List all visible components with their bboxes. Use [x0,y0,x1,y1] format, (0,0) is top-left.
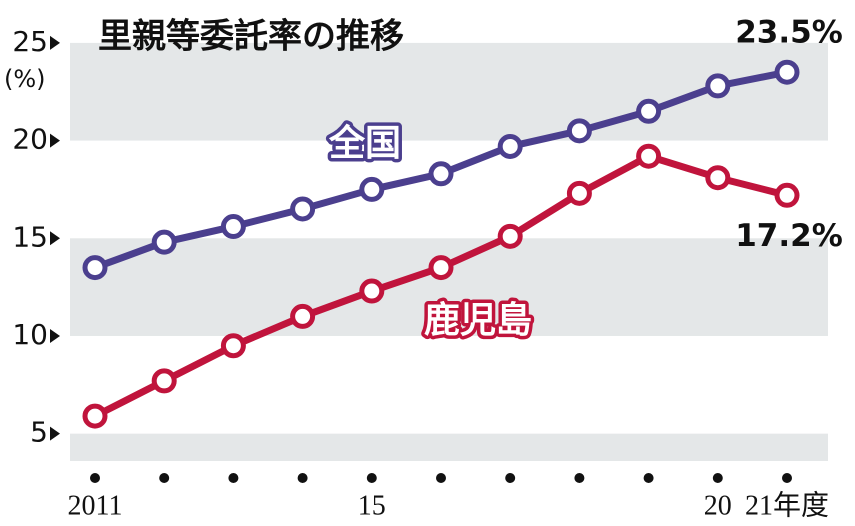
y-tick-mark [50,231,60,246]
x-tick-mark [782,473,792,483]
y-tick-mark [50,426,60,441]
x-tick-mark [643,473,654,483]
y-tick-label: 20 [12,123,48,156]
y-tick-mark [50,35,60,50]
y-unit: (%) [4,65,46,93]
y-tick-label: 25 [12,25,48,58]
x-tick-label: 2011 [68,490,123,521]
y-tick-mark [50,133,60,148]
x-tick-mark [712,473,723,483]
data-point [774,59,800,85]
x-tick-mark [574,473,585,483]
y-tick-label: 15 [12,220,48,253]
grid-band [70,433,828,461]
data-point [220,333,246,359]
data-point [82,255,108,281]
data-point [497,133,523,159]
data-point [497,223,523,249]
data-point [774,182,800,208]
grid-band [70,238,828,336]
data-point [566,118,592,144]
x-tick-mark [436,473,446,483]
data-point [428,161,454,187]
x-tick-mark [159,473,170,483]
x-tick-label: 20 [704,490,732,521]
chart-title: 里親等委託率の推移 [98,17,404,57]
data-point [82,403,108,429]
x-tick-mark [505,473,516,483]
data-point [290,196,316,222]
data-point [290,303,316,329]
data-point [566,180,592,206]
x-tick-mark [366,473,377,483]
y-tick-label: 10 [12,318,48,351]
y-tick-mark [50,328,60,343]
x-tick-label: 21年度 [745,489,829,521]
x-tick-mark [297,473,308,483]
data-point [705,165,731,191]
data-point [220,214,246,240]
data-point [151,368,177,394]
data-point [428,255,454,281]
data-point [151,229,177,255]
value-label: 23.5% [735,15,843,51]
value-label: 17.2% [735,218,843,254]
data-point [636,98,662,124]
x-tick-label: 15 [358,490,386,521]
x-tick-mark [90,473,100,483]
series-label: 全国 [328,122,401,164]
y-tick-label: 5 [30,416,48,449]
series-label: 鹿児島 [424,300,532,341]
data-point [359,278,385,304]
data-point [636,143,662,169]
data-point [359,176,385,202]
data-point [705,73,731,99]
bands [70,42,828,461]
x-tick-mark [228,473,239,483]
